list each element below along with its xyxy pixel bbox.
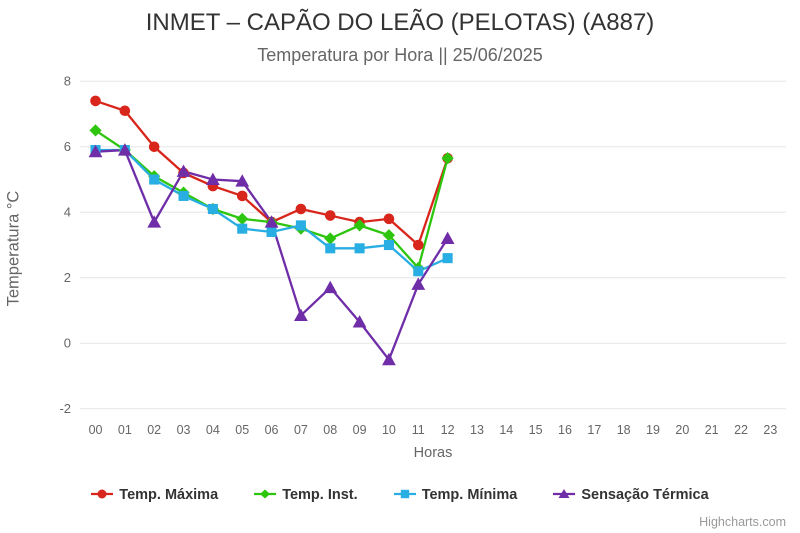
svg-text:14: 14	[499, 423, 513, 437]
svg-text:19: 19	[646, 423, 660, 437]
svg-text:04: 04	[206, 423, 220, 437]
svg-text:05: 05	[235, 423, 249, 437]
svg-text:13: 13	[470, 423, 484, 437]
svg-text:2: 2	[64, 270, 71, 285]
svg-text:0: 0	[64, 335, 71, 350]
svg-text:20: 20	[675, 423, 689, 437]
svg-text:18: 18	[617, 423, 631, 437]
svg-text:16: 16	[558, 423, 572, 437]
svg-text:12: 12	[441, 423, 455, 437]
svg-text:-2: -2	[59, 401, 71, 416]
svg-text:09: 09	[353, 423, 367, 437]
svg-text:08: 08	[323, 423, 337, 437]
svg-text:4: 4	[64, 204, 71, 219]
svg-text:03: 03	[177, 423, 191, 437]
svg-text:15: 15	[529, 423, 543, 437]
svg-text:23: 23	[763, 423, 777, 437]
svg-text:06: 06	[265, 423, 279, 437]
svg-text:8: 8	[64, 73, 71, 88]
svg-text:21: 21	[705, 423, 719, 437]
svg-text:02: 02	[147, 423, 161, 437]
svg-text:01: 01	[118, 423, 132, 437]
svg-text:11: 11	[412, 423, 425, 437]
svg-text:07: 07	[294, 423, 308, 437]
svg-text:22: 22	[734, 423, 748, 437]
svg-text:6: 6	[64, 139, 71, 154]
svg-text:17: 17	[587, 423, 601, 437]
svg-text:00: 00	[89, 423, 103, 437]
svg-text:10: 10	[382, 423, 396, 437]
